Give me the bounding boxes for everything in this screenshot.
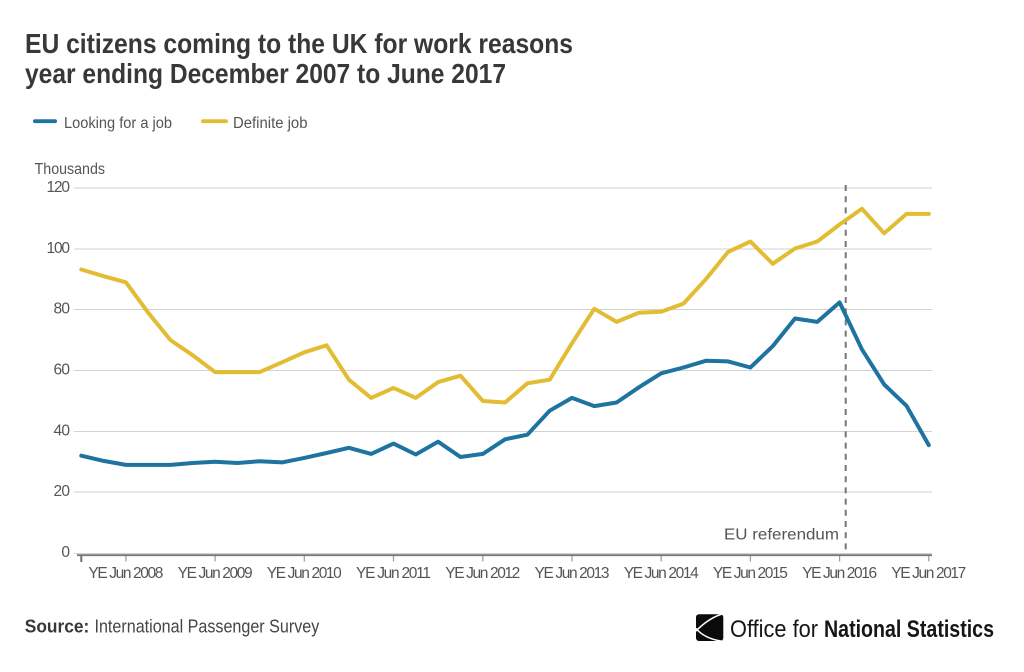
svg-text:80: 80 — [54, 301, 71, 318]
svg-text:YE Jun 2012: YE Jun 2012 — [445, 565, 520, 582]
svg-text:year ending December 2007 to J: year ending December 2007 to June 2017 — [25, 58, 506, 89]
svg-text:Thousands: Thousands — [35, 161, 106, 178]
svg-text:Looking for a job: Looking for a job — [64, 115, 172, 132]
svg-text:YE Jun 2013: YE Jun 2013 — [535, 565, 610, 582]
svg-text:EU referendum: EU referendum — [724, 527, 839, 544]
svg-text:60: 60 — [54, 362, 71, 379]
svg-text:YE Jun 2014: YE Jun 2014 — [624, 565, 699, 582]
svg-text:International Passenger Survey: International Passenger Survey — [95, 616, 320, 636]
svg-text:YE Jun 2017: YE Jun 2017 — [891, 565, 966, 582]
svg-text:National Statistics: National Statistics — [824, 616, 994, 643]
svg-text:YE Jun 2008: YE Jun 2008 — [88, 565, 163, 582]
svg-text:YE Jun 2010: YE Jun 2010 — [267, 565, 342, 582]
svg-text:Office for: Office for — [730, 616, 818, 643]
svg-text:YE Jun 2015: YE Jun 2015 — [713, 565, 788, 582]
svg-text:40: 40 — [54, 422, 71, 439]
svg-text:Source:: Source: — [25, 616, 90, 636]
svg-text:120: 120 — [47, 179, 71, 196]
svg-text:YE Jun 2009: YE Jun 2009 — [178, 565, 253, 582]
svg-text:0: 0 — [61, 544, 70, 561]
svg-text:Definite job: Definite job — [233, 115, 308, 132]
svg-text:EU citizens coming to the UK f: EU citizens coming to the UK for work re… — [25, 28, 573, 59]
svg-text:YE Jun 2016: YE Jun 2016 — [802, 565, 877, 582]
svg-text:20: 20 — [54, 483, 71, 500]
svg-text:YE Jun 2011: YE Jun 2011 — [356, 565, 431, 582]
svg-text:100: 100 — [47, 240, 71, 257]
